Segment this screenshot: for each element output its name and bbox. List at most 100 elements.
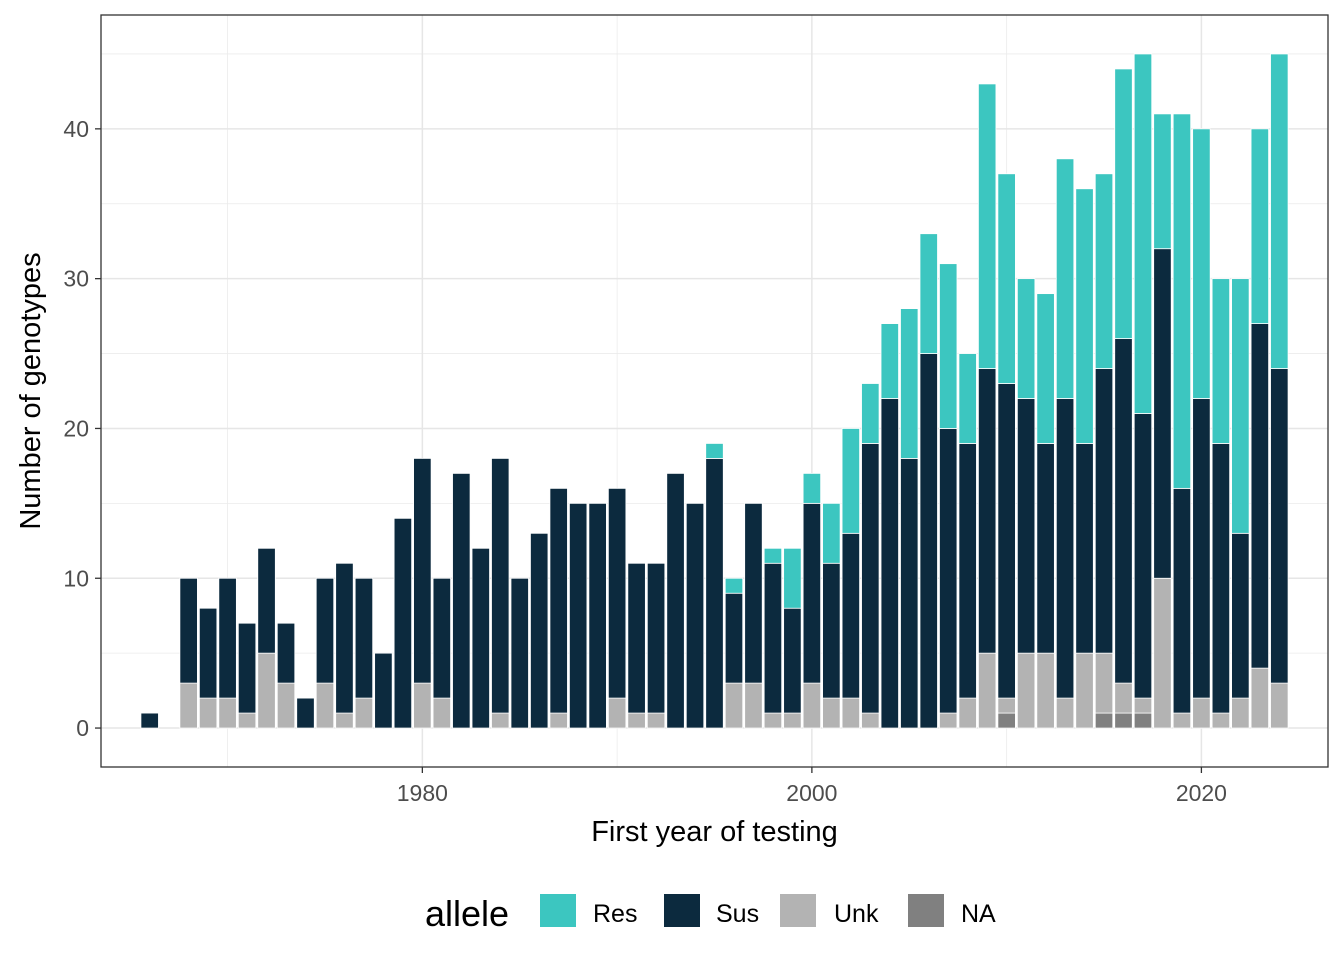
legend-label-sus: Sus	[716, 900, 759, 928]
bar-segment-na	[1133, 712, 1153, 729]
bar-segment-sus	[900, 458, 919, 729]
bar-segment-sus	[335, 562, 354, 714]
bar-segment-sus	[1114, 338, 1133, 684]
bar-segment-unk	[237, 712, 257, 729]
bar-segment-unk	[1172, 712, 1192, 729]
bars	[140, 53, 1289, 729]
bar-segment-sus	[841, 532, 860, 699]
bar-segment-sus	[705, 458, 724, 729]
bar-segment-res	[822, 502, 841, 564]
bar-segment-unk	[335, 712, 354, 729]
bar-segment-sus	[452, 472, 471, 729]
bar-segment-unk	[1055, 697, 1075, 729]
y-tick-label: 20	[63, 415, 89, 441]
bar-segment-unk	[276, 682, 296, 729]
bar-segment-unk	[413, 682, 432, 729]
bar-segment-unk	[822, 697, 841, 729]
legend-key-sus	[664, 894, 700, 927]
bar-segment-sus	[1153, 248, 1172, 579]
bar-segment-res	[763, 547, 783, 564]
bar-segment-unk	[1016, 652, 1036, 729]
bar-segment-sus	[530, 532, 549, 729]
bar-segment-res	[900, 308, 919, 459]
bar-segment-sus	[724, 592, 744, 684]
bar-segment-unk	[1250, 667, 1269, 729]
bar-segment-na	[997, 712, 1016, 729]
bar-segment-sus	[218, 577, 237, 699]
bar-segment-sus	[822, 562, 841, 699]
legend-label-unk: Unk	[834, 900, 879, 928]
bar-segment-sus	[978, 368, 997, 654]
bar-segment-sus	[588, 502, 607, 729]
bar-segment-sus	[1055, 398, 1075, 699]
bar-segment-unk	[354, 697, 374, 729]
y-tick-label: 0	[76, 715, 89, 741]
y-tick-label: 40	[63, 116, 89, 142]
bar-segment-res	[1016, 278, 1036, 399]
bar-segment-unk	[257, 652, 276, 729]
bar-segment-unk	[861, 712, 880, 729]
bar-segment-unk	[646, 712, 666, 729]
bar-segment-sus	[1016, 398, 1036, 654]
bar-segment-unk	[997, 697, 1016, 714]
bar-segment-res	[705, 443, 724, 459]
bar-segment-unk	[763, 712, 783, 729]
bar-segment-unk	[432, 697, 451, 729]
bar-segment-unk	[939, 712, 958, 729]
bar-segment-sus	[783, 607, 802, 714]
bar-segment-res	[1036, 293, 1055, 444]
bar-segment-unk	[607, 697, 627, 729]
bar-segment-sus	[413, 458, 432, 684]
bar-segment-sus	[374, 652, 393, 729]
bar-segment-res	[1153, 113, 1172, 250]
bar-segment-unk	[1153, 577, 1172, 729]
bar-segment-na	[1114, 712, 1133, 729]
bar-segment-res	[919, 233, 938, 354]
bar-segment-sus	[1094, 368, 1114, 654]
bar-segment-sus	[1231, 532, 1250, 699]
bar-segment-res	[1211, 278, 1231, 444]
bar-segment-sus	[1270, 368, 1289, 684]
bar-segment-res	[1133, 53, 1153, 414]
bar-segment-unk	[179, 682, 198, 729]
bar-segment-sus	[744, 502, 763, 684]
bar-segment-unk	[1270, 682, 1289, 729]
bar-segment-res	[1250, 128, 1269, 324]
bar-segment-res	[1094, 173, 1114, 369]
bar-segment-res	[997, 173, 1016, 384]
bar-segment-sus	[627, 562, 646, 714]
bar-segment-unk	[802, 682, 822, 729]
bar-segment-res	[1231, 278, 1250, 534]
legend-key-res	[540, 894, 576, 927]
x-tick-label: 2020	[1176, 780, 1227, 806]
bar-segment-res	[880, 323, 899, 399]
bar-segment-sus	[393, 517, 413, 729]
bar-segment-sus	[179, 577, 198, 684]
bar-segment-na	[1094, 712, 1114, 729]
bar-segment-unk	[549, 712, 568, 729]
y-tick-label: 10	[63, 565, 89, 591]
bar-segment-sus	[315, 577, 335, 684]
bar-segment-sus	[997, 383, 1016, 699]
bar-segment-unk	[1114, 682, 1133, 714]
bar-segment-res	[1114, 68, 1133, 339]
bar-segment-unk	[841, 697, 860, 729]
legend: allele Res Sus Unk NA	[425, 893, 996, 934]
bar-segment-res	[958, 353, 977, 444]
bar-segment-res	[1270, 53, 1289, 369]
legend-label-na: NA	[961, 900, 996, 928]
bar-segment-unk	[491, 712, 510, 729]
legend-key-na	[908, 894, 944, 927]
bar-segment-sus	[1192, 398, 1211, 699]
bar-segment-sus	[471, 547, 490, 729]
bar-segment-sus	[685, 502, 705, 729]
bar-segment-sus	[763, 562, 783, 714]
bar-segment-res	[1192, 128, 1211, 399]
bar-segment-res	[939, 263, 958, 429]
bar-segment-unk	[218, 697, 237, 729]
legend-label-res: Res	[593, 900, 637, 928]
bar-segment-unk	[1133, 697, 1153, 714]
bar-segment-sus	[646, 562, 666, 714]
bar-segment-unk	[1231, 697, 1250, 729]
